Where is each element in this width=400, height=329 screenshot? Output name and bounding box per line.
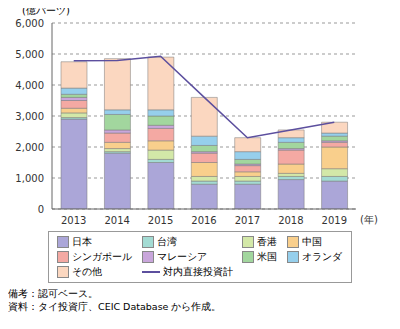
svg-text:2017: 2017 bbox=[235, 215, 260, 226]
svg-text:2015: 2015 bbox=[148, 215, 173, 226]
svg-text:4,000: 4,000 bbox=[15, 80, 44, 91]
svg-text:3,000: 3,000 bbox=[15, 111, 44, 122]
svg-text:2,000: 2,000 bbox=[15, 142, 44, 153]
html-text:オランダ: オランダ bbox=[301, 251, 342, 262]
html-text:米国: 米国 bbox=[257, 251, 277, 262]
svg-text:1,000: 1,000 bbox=[15, 173, 44, 184]
html-text:備考：認可ベース。: 備考：認可ベース。 bbox=[8, 288, 98, 299]
html-text:日本: 日本 bbox=[72, 236, 92, 247]
svg-text:2018: 2018 bbox=[278, 215, 303, 226]
svg-text:2013: 2013 bbox=[61, 215, 86, 226]
html-text:香港: 香港 bbox=[257, 236, 277, 247]
html-text:中国: 中国 bbox=[301, 236, 322, 247]
html-text:資料：タイ投資庁、CEIC Database から作成。: 資料：タイ投資庁、CEIC Database から作成。 bbox=[8, 301, 222, 312]
svg-text:2019: 2019 bbox=[322, 215, 347, 226]
svg-text:0: 0 bbox=[38, 204, 44, 215]
svg-text:2014: 2014 bbox=[104, 215, 129, 226]
svg-text:2016: 2016 bbox=[191, 215, 216, 226]
html-text:その他: その他 bbox=[72, 266, 102, 277]
svg-text:5,000: 5,000 bbox=[15, 49, 44, 60]
html-text:マレーシア: マレーシア bbox=[156, 251, 207, 262]
html-text:台湾: 台湾 bbox=[156, 236, 177, 247]
svg-text:(年): (年) bbox=[360, 214, 378, 225]
svg-text:6,000: 6,000 bbox=[15, 18, 44, 29]
html-text:シンガポール: シンガポール bbox=[72, 251, 132, 262]
html-text:(億バーツ): (億バーツ) bbox=[22, 5, 70, 16]
html-text:対内直接投資計: 対内直接投資計 bbox=[162, 266, 233, 277]
